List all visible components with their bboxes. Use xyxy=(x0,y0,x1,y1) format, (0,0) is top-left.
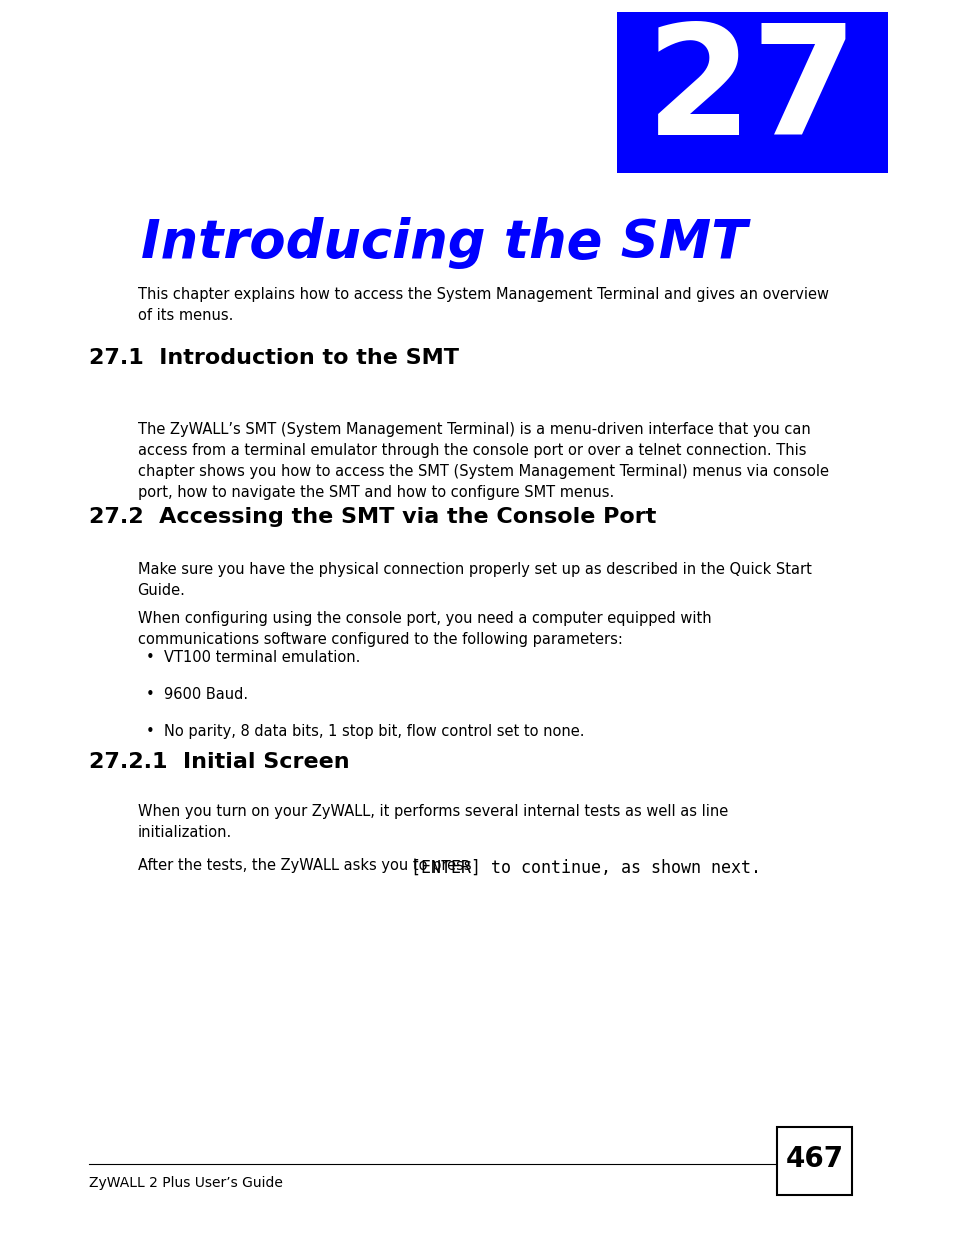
Text: 27.2.1  Initial Screen: 27.2.1 Initial Screen xyxy=(89,752,349,772)
Text: 27: 27 xyxy=(645,19,858,167)
Text: When you turn on your ZyWALL, it performs several internal tests as well as line: When you turn on your ZyWALL, it perform… xyxy=(137,804,727,840)
Text: Introducing the SMT: Introducing the SMT xyxy=(141,217,746,269)
Text: The ZyWALL’s SMT (System Management Terminal) is a menu-driven interface that yo: The ZyWALL’s SMT (System Management Term… xyxy=(137,421,828,499)
FancyBboxPatch shape xyxy=(617,12,887,173)
Text: 467: 467 xyxy=(784,1145,842,1172)
Text: •  9600 Baud.: • 9600 Baud. xyxy=(147,687,249,701)
Text: •  VT100 terminal emulation.: • VT100 terminal emulation. xyxy=(147,651,360,666)
Text: When configuring using the console port, you need a computer equipped with
commu: When configuring using the console port,… xyxy=(137,611,711,647)
Text: [ENTER] to continue, as shown next.: [ENTER] to continue, as shown next. xyxy=(411,858,760,877)
Text: This chapter explains how to access the System Management Terminal and gives an : This chapter explains how to access the … xyxy=(137,287,828,324)
FancyBboxPatch shape xyxy=(776,1128,851,1194)
Text: ZyWALL 2 Plus User’s Guide: ZyWALL 2 Plus User’s Guide xyxy=(89,1176,282,1191)
Text: Make sure you have the physical connection properly set up as described in the Q: Make sure you have the physical connecti… xyxy=(137,562,811,598)
Text: 27.2  Accessing the SMT via the Console Port: 27.2 Accessing the SMT via the Console P… xyxy=(89,508,656,527)
Text: •  No parity, 8 data bits, 1 stop bit, flow control set to none.: • No parity, 8 data bits, 1 stop bit, fl… xyxy=(147,724,584,739)
Text: After the tests, the ZyWALL asks you to press: After the tests, the ZyWALL asks you to … xyxy=(137,858,476,873)
Text: 27.1  Introduction to the SMT: 27.1 Introduction to the SMT xyxy=(89,348,458,368)
